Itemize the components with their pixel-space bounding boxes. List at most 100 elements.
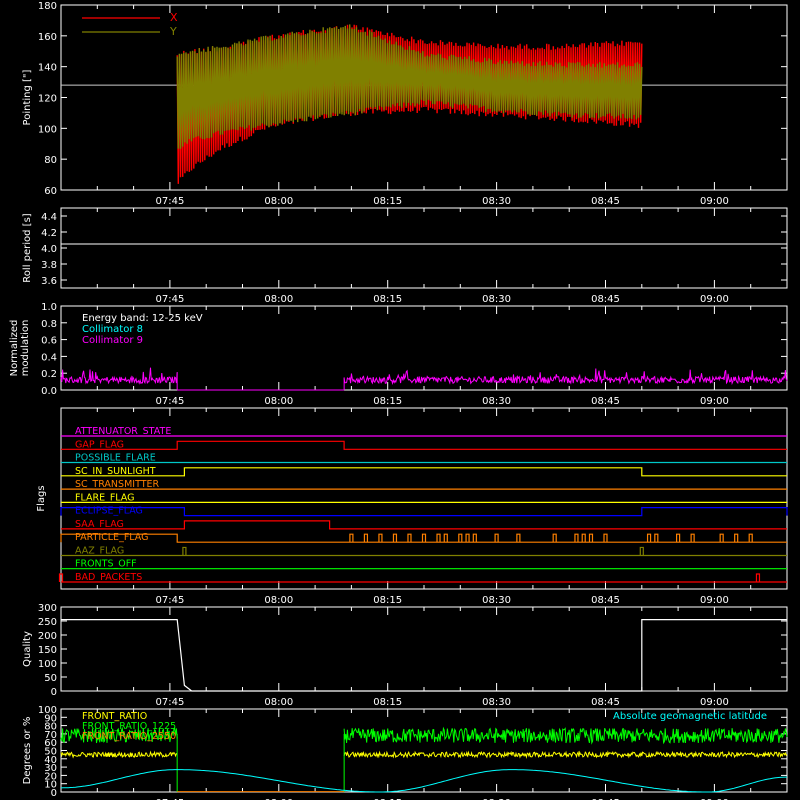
- y-axis-label-5: Degrees or %: [22, 717, 33, 785]
- x-tick-label: 08:30: [482, 396, 511, 407]
- x-tick-label: 08:15: [373, 595, 402, 606]
- y-tick-label: 80: [44, 155, 57, 166]
- y-tick-label: 0: [51, 788, 57, 799]
- x-tick-label: 09:00: [700, 697, 729, 708]
- modulation-trace: [343, 368, 788, 386]
- y-tick-label: 40: [44, 755, 57, 766]
- flag-spike: [588, 533, 594, 543]
- y-tick-label: 0.8: [41, 319, 57, 330]
- flag-spike: [748, 533, 753, 543]
- x-tick-label: 08:00: [264, 798, 293, 800]
- flag-trace: [61, 520, 787, 530]
- modulation-trace: [60, 367, 178, 385]
- y-tick-label: 4.0: [41, 244, 57, 255]
- y-tick-label: 0.4: [41, 352, 57, 363]
- y-tick-label: 20: [44, 771, 57, 782]
- flag-spike: [639, 546, 644, 556]
- x-tick-label: 09:00: [700, 595, 729, 606]
- x-tick-label: 08:15: [373, 697, 402, 708]
- y-axis-label-0: Pointing ["]: [22, 69, 33, 125]
- x-tick-label: 08:00: [264, 396, 293, 407]
- flag-spike: [378, 533, 383, 543]
- y-axis-label-3: Flags: [36, 485, 47, 511]
- x-tick-label: 08:00: [264, 697, 293, 708]
- flag-spike: [552, 533, 557, 543]
- series-y-trace: [176, 24, 643, 149]
- x-tick-label: 08:00: [264, 595, 293, 606]
- y-tick-label: 70: [44, 730, 57, 741]
- front-ratio-trace: [343, 726, 788, 745]
- flag-spike: [719, 533, 724, 543]
- flag-spike: [443, 533, 448, 543]
- flag-spike: [755, 573, 761, 582]
- flag-label: ECLIPSE_FLAG: [75, 506, 143, 517]
- modulation-annotation: Collimator 8: [82, 324, 143, 335]
- flag-label: SC_TRANSMITTER: [75, 479, 160, 490]
- x-tick-label: 07:45: [155, 697, 184, 708]
- flag-spike: [58, 573, 64, 582]
- x-tick-label: 07:45: [155, 294, 184, 305]
- flag-label: SC_IN_SUNLIGHT: [75, 466, 156, 477]
- y-tick-label: 4.2: [41, 228, 57, 239]
- quality-trace: [61, 619, 787, 692]
- flag-spike: [436, 533, 441, 543]
- flag-label: POSSIBLE_FLARE: [75, 453, 156, 464]
- flag-spike: [472, 533, 477, 543]
- flag-spike: [182, 546, 187, 556]
- y-tick-label: 120: [38, 94, 57, 105]
- x-tick-label: 07:45: [155, 196, 184, 207]
- flag-spike: [654, 533, 659, 543]
- x-tick-label: 08:15: [373, 396, 402, 407]
- front-ratio-legend-label: FRONT_RATIO_2550: [82, 731, 176, 742]
- x-tick-label: 09:00: [700, 294, 729, 305]
- x-tick-label: 09:00: [700, 196, 729, 207]
- flag-label: BAD_PACKETS: [75, 572, 142, 583]
- flag-spike: [581, 533, 586, 543]
- x-tick-label: 08:15: [373, 294, 402, 305]
- flag-spike: [603, 533, 608, 543]
- legend-label-y: Y: [169, 25, 177, 38]
- flag-spike: [349, 533, 354, 543]
- flag-spike: [421, 533, 427, 543]
- y-tick-label: 30: [44, 763, 57, 774]
- geomagnetic-latitude-label: Absolute geomagnetic latitude: [613, 711, 767, 722]
- x-tick-label: 08:45: [591, 196, 620, 207]
- y-axis-label-2: Normalizedmodulation: [9, 320, 31, 377]
- x-tick-label: 08:45: [591, 294, 620, 305]
- flag-label: AAZ_FLAG: [75, 545, 124, 556]
- flag-spike: [494, 533, 499, 543]
- flag-spike: [458, 533, 463, 543]
- flag-spike: [363, 533, 369, 543]
- flag-spike: [392, 533, 398, 543]
- flag-spike: [690, 533, 695, 543]
- y-tick-label: 160: [38, 32, 57, 43]
- x-tick-label: 08:30: [482, 196, 511, 207]
- y-axis-label-4: Quality: [22, 631, 33, 667]
- flag-trace: [61, 467, 787, 477]
- flag-spike: [676, 533, 681, 543]
- x-tick-label: 08:15: [373, 196, 402, 207]
- x-tick-label: 08:30: [482, 595, 511, 606]
- flag-label: ATTENUATOR_STATE: [75, 426, 171, 437]
- y-tick-label: 0.6: [41, 336, 57, 347]
- flag-trace: [60, 533, 787, 543]
- x-tick-label: 08:45: [591, 595, 620, 606]
- panel-frame-1: [60, 207, 788, 289]
- modulation-annotation: Energy band: 12-25 keV: [82, 313, 203, 324]
- flag-trace: [61, 440, 787, 450]
- y-tick-label: 180: [38, 1, 57, 12]
- y-tick-label: 4.4: [41, 212, 57, 223]
- x-tick-label: 07:45: [155, 396, 184, 407]
- front-ratio-trace: [60, 750, 178, 759]
- flag-label: GAP_FLAG: [75, 439, 124, 450]
- flag-trace: [60, 507, 788, 517]
- y-axis-label-1: Roll period [s]: [22, 213, 33, 282]
- x-tick-label: 09:00: [700, 798, 729, 800]
- y-tick-label: 50: [44, 673, 57, 684]
- y-tick-label: 300: [38, 603, 57, 614]
- x-tick-label: 07:45: [155, 798, 184, 800]
- modulation-annotation: Collimator 9: [82, 335, 143, 346]
- flag-spike: [407, 533, 412, 543]
